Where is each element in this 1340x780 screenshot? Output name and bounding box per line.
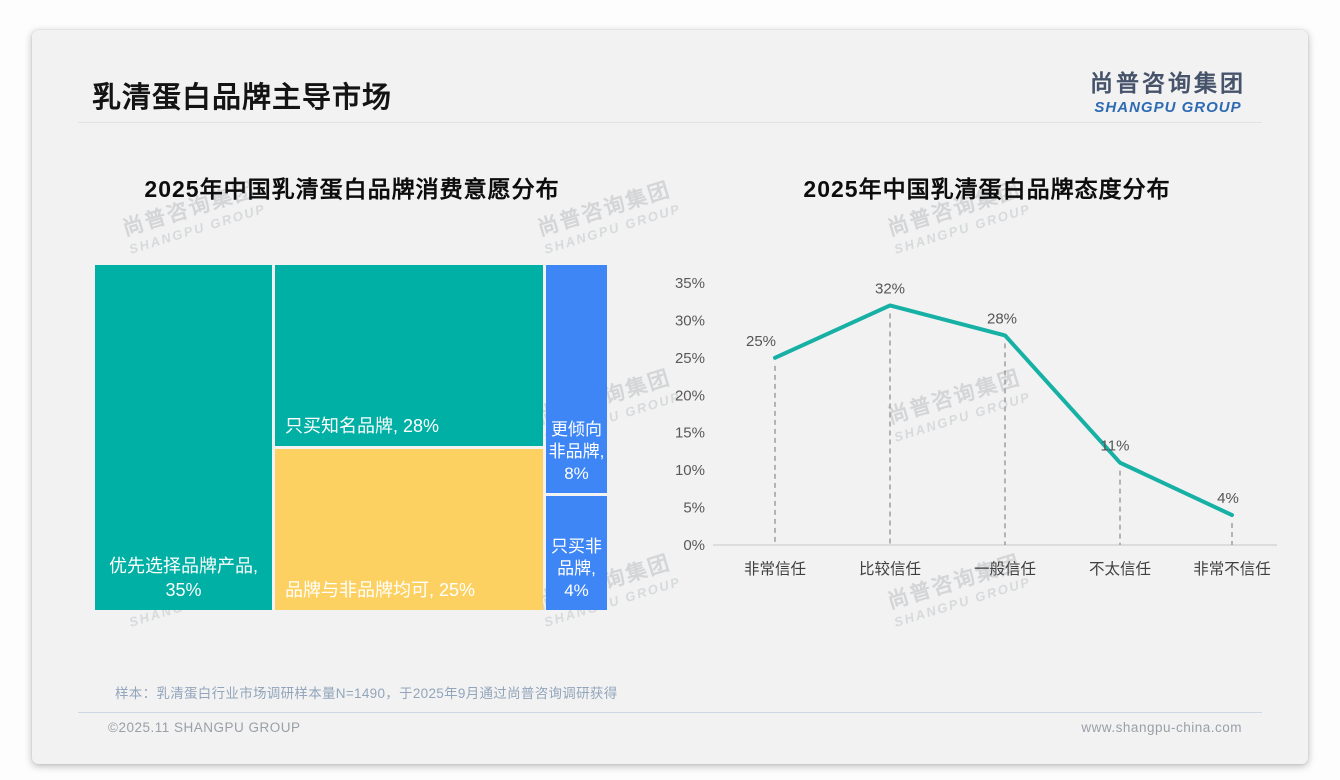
x-category-label: 比较信任 (859, 560, 921, 578)
website-text: www.shangpu-china.com (1081, 720, 1242, 735)
y-tick-label: 30% (675, 312, 705, 329)
y-tick-label: 10% (675, 462, 705, 479)
y-tick-label: 0% (683, 537, 705, 554)
logo-cn-text: 尚普咨询集团 (1090, 70, 1246, 96)
point-label: 25% (746, 333, 776, 350)
line-chart-title: 2025年中国乳清蛋白品牌态度分布 (803, 176, 1171, 202)
sample-note: 样本：乳清蛋白行业市场调研样本量N=1490，于2025年9月通过尚普咨询调研获… (115, 686, 618, 701)
y-tick-label: 25% (675, 350, 705, 367)
line-chart-box: 0% 5% 10% 15% 20% 25% 30% 35% 25% 32% 28% 11% 4% 非常信任… (655, 262, 1295, 592)
treemap-cell-label: 只买知名品牌, 28% (285, 415, 440, 436)
x-category-label: 非常信任 (744, 560, 806, 578)
treemap-cell-2: 品牌与非品牌均可, 25% (275, 449, 543, 610)
treemap-cell-label: 只买非品牌, 4% (551, 536, 602, 600)
page-title: 乳清蛋白品牌主导市场 (92, 82, 393, 114)
point-label: 4% (1217, 490, 1239, 507)
treemap-chart: 优先选择品牌产品, 35% 只买知名品牌, 28% 品牌与非品牌均可, 25% 更倾向… (95, 265, 607, 610)
company-logo: 尚普咨询集团 SHANGPU GROUP (1090, 64, 1246, 116)
y-tick-label: 15% (675, 425, 705, 442)
footer-divider (78, 712, 1262, 713)
point-label: 28% (987, 310, 1017, 327)
y-tick-label: 20% (675, 387, 705, 404)
logo-en-text: SHANGPU GROUP (1094, 99, 1242, 116)
treemap-cell-label: 更倾向非品牌, 8% (548, 419, 605, 483)
treemap-cell-1: 只买知名品牌, 28% (275, 265, 543, 446)
point-label: 11% (1101, 438, 1130, 455)
treemap-cell-3: 更倾向非品牌, 8% (546, 265, 607, 493)
copyright-text: ©2025.11 SHANGPU GROUP (108, 720, 301, 735)
treemap-cell-label: 品牌与非品牌均可, 25% (285, 579, 476, 600)
y-tick-label: 5% (683, 500, 705, 517)
treemap-cell-4: 只买非品牌, 4% (546, 496, 607, 610)
y-tick-label: 35% (675, 275, 705, 292)
treemap-chart-title: 2025年中国乳清蛋白品牌消费意愿分布 (144, 176, 560, 202)
trust-series-line (773, 303, 1234, 518)
x-category-label: 不太信任 (1089, 560, 1151, 578)
treemap-cell-label: 优先选择品牌产品, 35% (108, 556, 258, 600)
slide-card: 尚普咨询集团 SHANGPU GROUP 尚普咨询集团 SHANGPU GROUP 尚普… (32, 30, 1308, 764)
treemap-cell-0: 优先选择品牌产品, 35% (95, 265, 272, 610)
x-category-label: 一般信任 (974, 560, 1036, 578)
x-category-label: 非常不信任 (1193, 560, 1271, 578)
header-divider (78, 122, 1262, 123)
point-label: 32% (875, 280, 905, 297)
line-chart: 0% 5% 10% 15% 20% 25% 30% 35% 25% 32% 28% 11% 4% 非常信任… (675, 275, 1277, 578)
